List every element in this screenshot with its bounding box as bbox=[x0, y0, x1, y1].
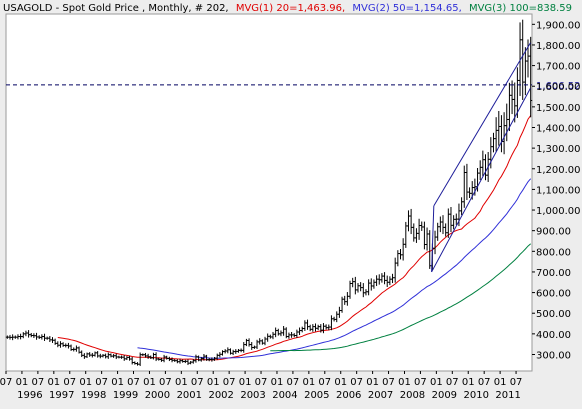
x-tick-label: 01 bbox=[271, 377, 284, 388]
price-bars bbox=[5, 19, 533, 367]
x-tick-label: 01 bbox=[239, 377, 252, 388]
y-tick-label: 1,700.00 bbox=[536, 62, 581, 73]
y-tick-label: 500.00 bbox=[536, 309, 571, 320]
x-tick-label: 07 bbox=[223, 377, 236, 388]
x-tick-label: 01 bbox=[111, 377, 124, 388]
mvg-line-3 bbox=[270, 243, 532, 352]
x-tick-label: 07 bbox=[159, 377, 172, 388]
y-tick-label: 800.00 bbox=[536, 247, 571, 258]
y-tick-label: 1,000.00 bbox=[536, 206, 581, 217]
x-tick-label: 07 bbox=[510, 377, 523, 388]
x-tick-label: 01 bbox=[47, 377, 60, 388]
channel-line-2 bbox=[433, 42, 531, 207]
x-year-label: 2007 bbox=[368, 390, 393, 401]
x-tick-label: 01 bbox=[302, 377, 315, 388]
x-year-label: 2003 bbox=[240, 390, 265, 401]
y-tick-label: 1,200.00 bbox=[536, 165, 581, 176]
x-tick-label: 07 bbox=[0, 377, 12, 388]
channel-connector bbox=[431, 205, 435, 272]
moving-averages bbox=[57, 115, 532, 361]
x-year-label: 2008 bbox=[400, 390, 425, 401]
x-year-label: 2000 bbox=[145, 390, 170, 401]
x-tick-label: 07 bbox=[318, 377, 331, 388]
y-tick-label: 1,600.00 bbox=[536, 82, 581, 93]
x-tick-label: 01 bbox=[366, 377, 379, 388]
x-year-label: 1997 bbox=[49, 390, 74, 401]
x-axis: 07 01 07 01 07 01 07 01 07 01 07 01 07 01 07 01 07 01 07 01… bbox=[0, 371, 522, 401]
reference-line-label: 1,606.52 bbox=[536, 81, 581, 92]
x-tick-label: 07 bbox=[191, 377, 204, 388]
y-tick-label: 1,300.00 bbox=[536, 144, 581, 155]
x-tick-label: 01 bbox=[16, 377, 29, 388]
x-year-label: 2005 bbox=[304, 390, 329, 401]
x-year-label: 2006 bbox=[336, 390, 361, 401]
y-tick-label: 700.00 bbox=[536, 268, 571, 279]
header-mvg3: MVG(3) 100=838.59 bbox=[469, 3, 572, 14]
x-year-label: 1998 bbox=[81, 390, 106, 401]
x-tick-label: 01 bbox=[430, 377, 443, 388]
mvg-line-2 bbox=[137, 178, 532, 359]
y-tick-label: 300.00 bbox=[536, 350, 571, 361]
x-tick-label: 01 bbox=[207, 377, 220, 388]
x-year-label: 2002 bbox=[208, 390, 233, 401]
x-year-label: 2004 bbox=[272, 390, 297, 401]
x-tick-label: 01 bbox=[494, 377, 507, 388]
y-tick-label: 1,800.00 bbox=[536, 41, 581, 52]
y-tick-label: 600.00 bbox=[536, 289, 571, 300]
x-tick-label: 07 bbox=[63, 377, 76, 388]
price-bar bbox=[529, 36, 533, 118]
x-tick-label: 01 bbox=[175, 377, 188, 388]
y-tick-label: 900.00 bbox=[536, 227, 571, 238]
x-year-label: 1999 bbox=[113, 390, 138, 401]
x-tick-label: 07 bbox=[255, 377, 268, 388]
x-tick-label: 07 bbox=[350, 377, 363, 388]
x-tick-label: 07 bbox=[95, 377, 108, 388]
plot-area bbox=[5, 13, 533, 372]
x-year-label: 2010 bbox=[463, 390, 488, 401]
chart-header: USAGOLD - Spot Gold Price , Monthly, # 2… bbox=[3, 3, 572, 14]
x-year-label: 2001 bbox=[177, 390, 202, 401]
x-tick-label: 07 bbox=[382, 377, 395, 388]
x-tick-label: 07 bbox=[446, 377, 459, 388]
reference-line-group: 1,606.52 bbox=[6, 81, 581, 92]
x-tick-label: 01 bbox=[79, 377, 92, 388]
x-year-label: 2011 bbox=[495, 390, 520, 401]
x-year-label: 2009 bbox=[432, 390, 457, 401]
y-tick-label: 1,900.00 bbox=[536, 20, 581, 31]
y-tick-label: 1,100.00 bbox=[536, 185, 581, 196]
header-mvg1: MVG(1) 20=1,463.96, bbox=[236, 3, 345, 14]
x-tick-label: 07 bbox=[32, 377, 45, 388]
x-tick-label: 07 bbox=[478, 377, 491, 388]
x-tick-label: 07 bbox=[414, 377, 427, 388]
x-tick-label: 01 bbox=[334, 377, 347, 388]
mvg-line-1 bbox=[57, 115, 532, 361]
y-tick-label: 1,500.00 bbox=[536, 103, 581, 114]
header-mvg2: MVG(2) 50=1,154.65, bbox=[352, 3, 461, 14]
y-tick-label: 1,400.00 bbox=[536, 123, 581, 134]
x-tick-label: 07 bbox=[287, 377, 300, 388]
x-tick-label: 07 bbox=[127, 377, 140, 388]
x-tick-label: 01 bbox=[462, 377, 475, 388]
y-axis: 300.00 400.00 500.00 600.00 700.00 800.00 900.… bbox=[532, 20, 581, 361]
trend-channel bbox=[431, 42, 531, 273]
header-symbol: USAGOLD - Spot Gold Price , Monthly, # 2… bbox=[3, 3, 229, 14]
x-tick-label: 01 bbox=[398, 377, 411, 388]
x-year-label: 1996 bbox=[17, 390, 42, 401]
x-tick-label: 01 bbox=[143, 377, 156, 388]
channel-line-1 bbox=[431, 88, 531, 273]
y-tick-label: 400.00 bbox=[536, 330, 571, 341]
